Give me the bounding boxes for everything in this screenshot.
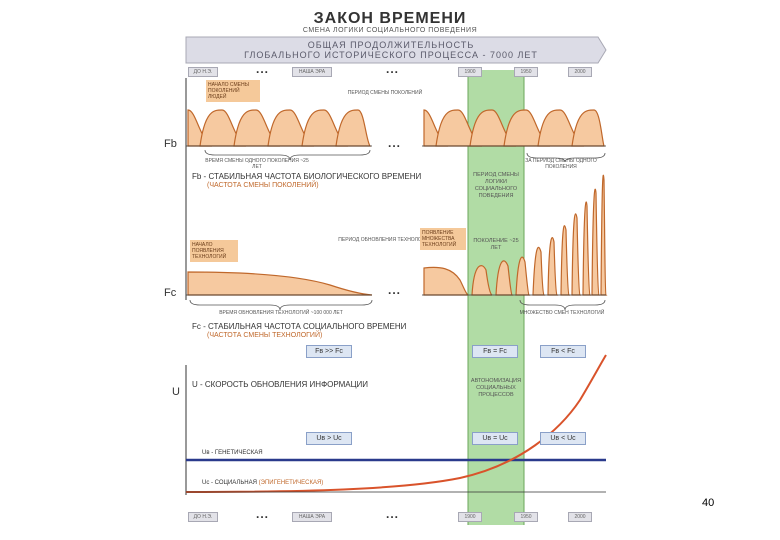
ub-label: Uв - ГЕНЕТИЧЕСКАЯ: [202, 450, 263, 456]
compare-u3: Uв < Uc: [540, 432, 586, 445]
fb-waves-right: [423, 109, 605, 147]
timeline-bottom-dots-2: ...: [386, 507, 400, 521]
uc-label-sub: (ЭПИГЕНЕТИЧЕСКАЯ): [258, 480, 324, 486]
timeline-bottom-1950: 1950: [514, 512, 538, 522]
timeline-top-start: ДО Н.Э.: [188, 67, 218, 77]
green-u-note: АВТОНОМИЗАЦИЯ СОЦИАЛЬНЫХ ПРОЦЕССОВ: [470, 378, 522, 398]
timeline-top-2000: 2000: [568, 67, 592, 77]
compare-u1: Uв > Uc: [306, 432, 352, 445]
note-tech-period: ПЕРИОД ОБНОВЛЕНИЯ ТЕХНОЛОГИЙ: [338, 237, 432, 243]
label-fc: Fc: [164, 287, 177, 299]
fc-subdescription: (ЧАСТОТА СМЕНЫ ТЕХНОЛОГИЙ): [207, 332, 323, 339]
note-gen-period: ПЕРИОД СМЕНЫ ПОКОЛЕНИЙ: [347, 90, 423, 96]
fb-waves-left: [187, 109, 372, 147]
page-subtitle: СМЕНА ЛОГИКИ СОЦИАЛЬНОГО ПОВЕДЕНИЯ: [302, 27, 478, 34]
note-gen-many-tech: МНОЖЕСТВО СМЕН ТЕХНОЛОГИЙ: [519, 310, 605, 316]
green-title: ПЕРИОД СМЕНЫ ЛОГИКИ СОЦИАЛЬНОГО ПОВЕДЕНИ…: [473, 172, 519, 199]
gen-one-bracket: [526, 152, 606, 163]
fb-dots: ...: [388, 136, 402, 150]
compare-u2: Uв = Uc: [472, 432, 518, 445]
label-fb: Fb: [164, 138, 177, 150]
timeline-top-era: НАША ЭРА: [292, 67, 332, 77]
timeline-bottom-2000: 2000: [568, 512, 592, 522]
compare-f2: Fв = Fc: [472, 345, 518, 358]
u-description: U - СКОРОСТЬ ОБНОВЛЕНИЯ ИНФОРМАЦИИ: [192, 380, 369, 389]
banner-line2: ГЛОБАЛЬНОГО ИСТОРИЧЕСКОГО ПРОЦЕССА - 700…: [244, 50, 538, 60]
timeline-top-dots-1: ...: [256, 62, 270, 76]
fc-description: Fc - СТАБИЛЬНАЯ ЧАСТОТА СОЦИАЛЬНОГО ВРЕМ…: [192, 322, 407, 331]
banner-arrow: [185, 36, 607, 64]
page-number: 40: [702, 497, 715, 509]
timeline-bottom-era: НАША ЭРА: [292, 512, 332, 522]
fb-subdescription: (ЧАСТОТА СМЕНЫ ПОКОЛЕНИЙ): [207, 182, 319, 189]
banner-line1: ОБЩАЯ ПРОДОЛЖИТЕЛЬНОСТЬ: [307, 40, 475, 50]
note-tech-start: НАЧАЛО ПОЯВЛЕНИЯ ТЕХНОЛОГИЙ: [190, 240, 238, 262]
gen-period-bracket: [204, 149, 371, 161]
gen-many-bracket: [519, 299, 606, 311]
tech-period-bracket: [189, 299, 373, 311]
fc-dots: ...: [388, 283, 402, 297]
note-tech-time: ВРЕМЯ ОБНОВЛЕНИЯ ТЕХНОЛОГИЙ ~100 000 ЛЕТ: [219, 310, 343, 316]
timeline-top-dots-2: ...: [386, 62, 400, 76]
note-gen-time: ВРЕМЯ СМЕНЫ ОДНОГО ПОКОЛЕНИЯ ~25 ЛЕТ: [205, 158, 309, 170]
timeline-top-1900: 1900: [458, 67, 482, 77]
timeline-bottom-dots-1: ...: [256, 507, 270, 521]
timeline-top-1950: 1950: [514, 67, 538, 77]
timeline-bottom-1900: 1900: [458, 512, 482, 522]
compare-f1: Fв >> Fc: [306, 345, 352, 358]
uc-label: Uc - СОЦИАЛЬНАЯ (ЭПИГЕНЕТИЧЕСКАЯ): [202, 480, 323, 486]
compare-f3: Fв < Fc: [540, 345, 586, 358]
fc-pulses-right: [423, 174, 608, 296]
green-sub: ПОКОЛЕНИЕ ~25 ЛЕТ: [473, 238, 519, 251]
uc-label-main: Uc - СОЦИАЛЬНАЯ: [202, 480, 257, 486]
note-tech-many: ПОЯВЛЕНИЕ МНОЖЕСТВА ТЕХНОЛОГИЙ: [420, 228, 466, 250]
uc-social-curve: [185, 354, 607, 493]
note-gen-start: НАЧАЛО СМЕНЫ ПОКОЛЕНИЙ ЛЮДЕЙ: [206, 80, 260, 102]
note-gen-one: ЗА ПЕРИОД СМЕНЫ ОДНОГО ПОКОЛЕНИЯ: [525, 158, 597, 170]
page-title: ЗАКОН ВРЕМЕНИ: [313, 10, 467, 27]
label-u: U: [172, 386, 180, 398]
timeline-bottom-start: ДО Н.Э.: [188, 512, 218, 522]
fc-curve-left: [187, 271, 373, 296]
fb-description: Fb - СТАБИЛЬНАЯ ЧАСТОТА БИОЛОГИЧЕСКОГО В…: [192, 172, 422, 181]
